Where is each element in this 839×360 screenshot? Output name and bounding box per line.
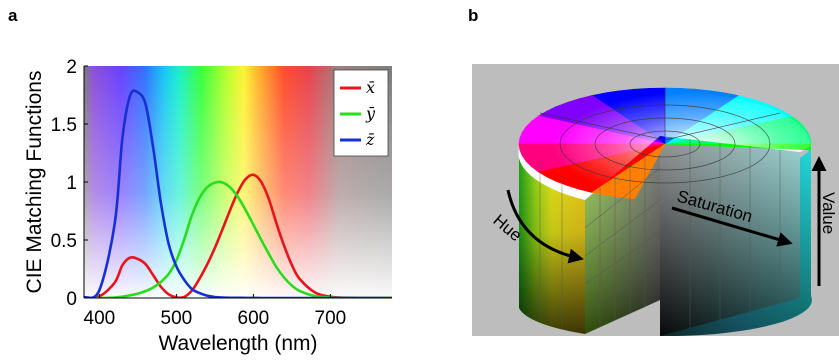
- y-tick-label-4: 2: [66, 57, 77, 78]
- x-axis-title: Wavelength (nm): [158, 332, 317, 355]
- series-line-0: [84, 173, 392, 298]
- y-tick-label-1: 0.5: [51, 231, 77, 252]
- legend-label-2: z̄: [365, 130, 375, 149]
- legend: x̄ ȳ z̄: [333, 69, 389, 157]
- hue-sector: [619, 143, 666, 200]
- x-tick-label-2: 600: [238, 308, 270, 329]
- cie-chart: 400 500 600 700 0 0.5 1 1.5 2 Wavelength (nm) CI…: [23, 57, 392, 355]
- y-tick-label-3: 1.5: [51, 115, 77, 136]
- panel-label-b: b: [468, 6, 479, 25]
- saturation-arrow: [671, 206, 793, 247]
- axis-layer: 400 500 600 700 0 0.5 1 1.5 2: [51, 57, 392, 329]
- series-layer: [84, 89, 392, 298]
- hsv-figure: Value Saturation Hue: [472, 64, 839, 337]
- y-tick-label-0: 0: [66, 289, 77, 310]
- panel-label-a: a: [8, 6, 18, 25]
- y-axis-title: CIE Matching Functions: [23, 71, 46, 294]
- value-label: Value: [819, 192, 838, 234]
- series-line-1: [84, 180, 392, 298]
- y-tick-label-2: 1: [66, 173, 77, 194]
- x-tick-label-1: 500: [161, 308, 193, 329]
- face-grid: [539, 139, 781, 328]
- top-grid: [539, 88, 781, 184]
- legend-label-0: x̄: [366, 78, 375, 97]
- x-tick-label-3: 700: [315, 308, 347, 329]
- hue-arrow: [506, 189, 584, 264]
- legend-label-1: ȳ: [365, 104, 376, 123]
- x-tick-label-0: 400: [84, 308, 116, 329]
- series-line-2: [84, 89, 392, 298]
- legend-entries: x̄ ȳ z̄: [340, 78, 376, 149]
